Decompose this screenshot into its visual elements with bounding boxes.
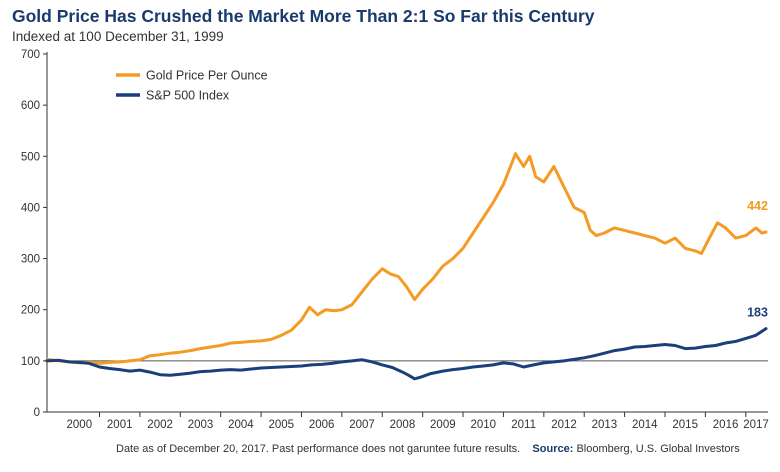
x-tick-label: 2001 bbox=[107, 419, 133, 431]
x-tick-label: 2013 bbox=[592, 419, 618, 431]
x-tick-label: 2017 bbox=[743, 419, 769, 431]
legend-label-sp500: S&P 500 Index bbox=[146, 89, 230, 103]
footer-note: Date as of December 20, 2017. Past perfo… bbox=[116, 443, 521, 455]
x-tick-label: 2004 bbox=[228, 419, 254, 431]
x-tick-label: 2012 bbox=[551, 419, 577, 431]
x-tick-label: 2007 bbox=[349, 419, 375, 431]
x-tick-label: 2002 bbox=[147, 419, 173, 431]
x-tick-label: 2003 bbox=[188, 419, 214, 431]
chart-footer: Date as of December 20, 2017. Past perfo… bbox=[116, 443, 740, 455]
y-tick-label: 500 bbox=[21, 151, 40, 163]
y-tick-label: 400 bbox=[21, 202, 40, 214]
x-tick-label: 2000 bbox=[67, 419, 93, 431]
x-tick-label: 2015 bbox=[672, 419, 698, 431]
legend-label-gold: Gold Price Per Ounce bbox=[146, 69, 268, 83]
y-tick-label: 0 bbox=[34, 407, 40, 419]
y-tick-label: 600 bbox=[21, 100, 40, 112]
series-line-sp500 bbox=[45, 327, 768, 381]
y-tick-label: 100 bbox=[21, 356, 40, 368]
y-tick-label: 200 bbox=[21, 305, 40, 317]
x-tick-label: 2005 bbox=[268, 419, 294, 431]
y-tick-label: 300 bbox=[21, 254, 40, 266]
x-tick-label: 2014 bbox=[632, 419, 658, 431]
x-tick-label: 2011 bbox=[511, 419, 536, 431]
y-tick-label: 700 bbox=[21, 49, 40, 61]
x-tick-label: 2009 bbox=[430, 419, 456, 431]
x-tick-label: 2006 bbox=[309, 419, 335, 431]
source-text: Bloomberg, U.S. Global Investors bbox=[576, 443, 740, 455]
source-label: Source: bbox=[532, 443, 574, 455]
chart-title: Gold Price Has Crushed the Market More T… bbox=[12, 6, 595, 26]
x-tick-label: 2010 bbox=[470, 419, 496, 431]
series-line-gold bbox=[45, 152, 768, 365]
end-value-label-sp500: 183 bbox=[747, 306, 768, 320]
x-tick-label: 2016 bbox=[713, 419, 739, 431]
end-value-label-gold: 442 bbox=[747, 199, 768, 213]
x-tick-label: 2008 bbox=[390, 419, 416, 431]
chart-subtitle: Indexed at 100 December 31, 1999 bbox=[12, 29, 224, 44]
